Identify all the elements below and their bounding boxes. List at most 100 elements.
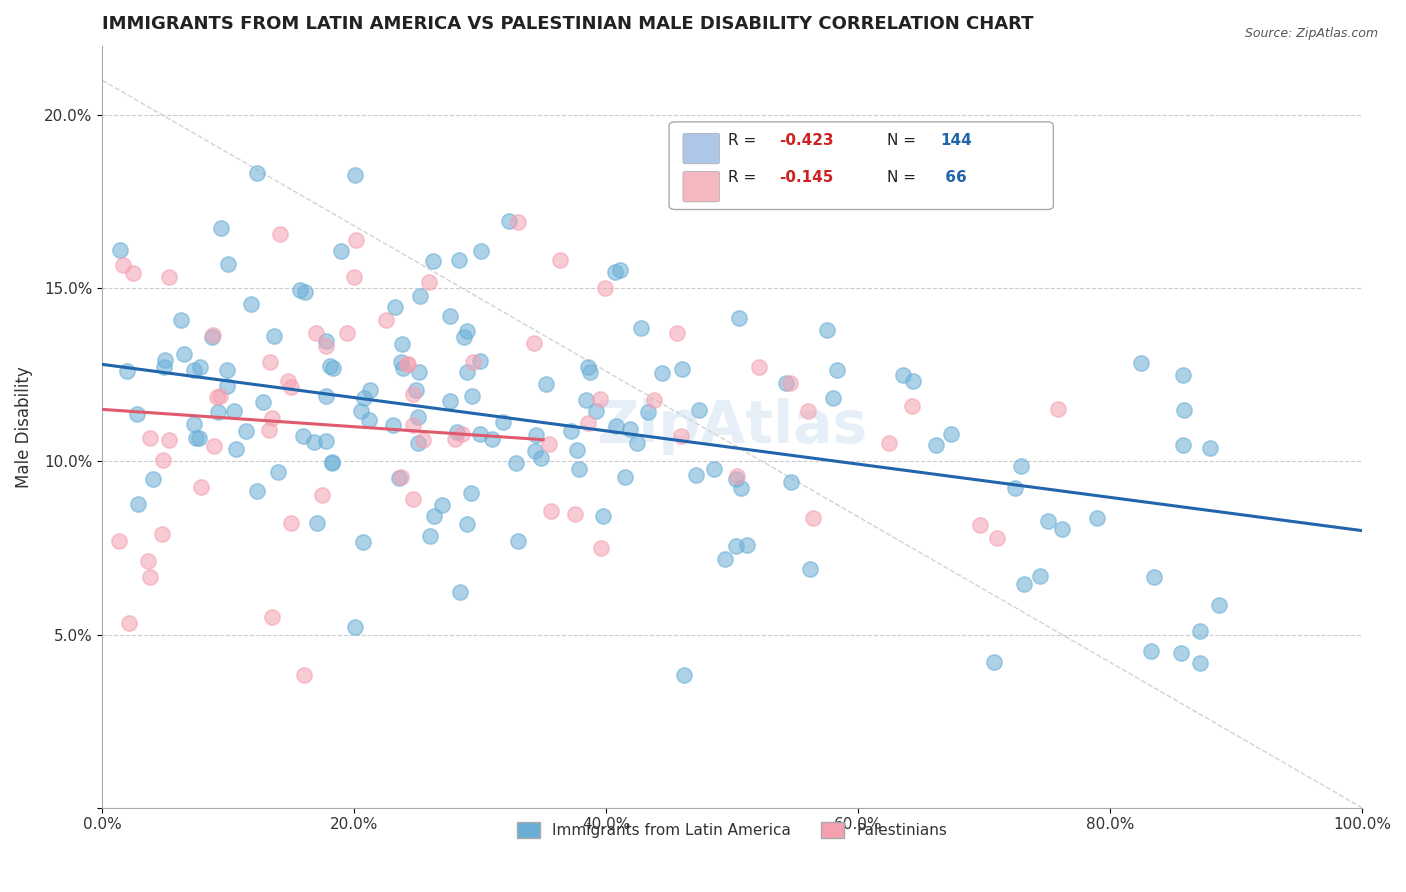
Point bbox=[603, 265, 626, 279]
Point bbox=[651, 366, 673, 380]
Point bbox=[506, 215, 529, 229]
Point bbox=[576, 359, 599, 374]
Point bbox=[225, 442, 247, 457]
Point bbox=[728, 311, 751, 326]
Point bbox=[343, 168, 366, 182]
Point bbox=[671, 429, 693, 443]
Point bbox=[321, 455, 343, 469]
Point bbox=[330, 244, 353, 259]
Point bbox=[983, 655, 1005, 669]
Point bbox=[560, 424, 582, 438]
FancyBboxPatch shape bbox=[683, 133, 720, 164]
Point bbox=[821, 391, 844, 405]
Point bbox=[391, 336, 413, 351]
Point bbox=[430, 499, 453, 513]
Point bbox=[748, 360, 770, 375]
Point bbox=[799, 562, 821, 576]
FancyBboxPatch shape bbox=[683, 171, 720, 202]
Point bbox=[353, 391, 375, 405]
Point bbox=[389, 355, 412, 369]
Point bbox=[1189, 624, 1212, 639]
Point bbox=[319, 359, 342, 373]
Point bbox=[153, 360, 176, 375]
Point bbox=[321, 456, 343, 470]
Point bbox=[492, 415, 515, 429]
Point bbox=[443, 432, 465, 446]
Point bbox=[207, 390, 229, 404]
Point bbox=[408, 365, 430, 379]
Point bbox=[408, 409, 430, 424]
Point bbox=[1012, 576, 1035, 591]
Point bbox=[405, 383, 427, 397]
Point bbox=[453, 330, 475, 344]
Point bbox=[613, 470, 636, 484]
Point bbox=[703, 461, 725, 475]
Point bbox=[222, 404, 245, 418]
Point bbox=[384, 301, 406, 315]
Point bbox=[235, 424, 257, 438]
Point bbox=[139, 570, 162, 584]
Point bbox=[409, 289, 432, 303]
Point bbox=[461, 389, 484, 403]
Point bbox=[392, 361, 415, 376]
Point bbox=[315, 334, 337, 349]
Point bbox=[292, 668, 315, 682]
Point bbox=[262, 610, 284, 624]
Point bbox=[901, 399, 924, 413]
Point bbox=[209, 221, 232, 235]
Point bbox=[159, 433, 181, 447]
Point bbox=[672, 667, 695, 681]
Point bbox=[343, 269, 366, 284]
Point bbox=[388, 470, 411, 484]
Point bbox=[537, 437, 560, 451]
Point bbox=[188, 360, 211, 375]
Point bbox=[382, 418, 405, 433]
Point bbox=[637, 405, 659, 419]
Point bbox=[396, 357, 419, 371]
Point bbox=[481, 433, 503, 447]
Point bbox=[406, 436, 429, 450]
Text: -0.145: -0.145 bbox=[779, 169, 834, 185]
Point bbox=[619, 422, 641, 436]
Point bbox=[508, 534, 530, 549]
Point bbox=[779, 376, 801, 390]
Point bbox=[460, 486, 482, 500]
Point bbox=[456, 517, 478, 532]
Point bbox=[269, 227, 291, 242]
Point bbox=[1087, 510, 1109, 524]
Point bbox=[986, 531, 1008, 545]
Point bbox=[574, 392, 596, 407]
Point bbox=[201, 330, 224, 344]
Point bbox=[344, 233, 367, 247]
Point bbox=[246, 483, 269, 498]
Point bbox=[605, 419, 627, 434]
Point bbox=[1143, 570, 1166, 584]
Point bbox=[530, 451, 553, 466]
Point bbox=[239, 297, 262, 311]
Point bbox=[1199, 441, 1222, 455]
Point bbox=[576, 416, 599, 430]
Point bbox=[422, 254, 444, 268]
Point bbox=[1046, 402, 1069, 417]
Point bbox=[626, 436, 648, 450]
Point bbox=[522, 335, 544, 350]
Point bbox=[187, 431, 209, 445]
Point bbox=[1130, 357, 1153, 371]
Point bbox=[540, 503, 562, 517]
Text: N =: N = bbox=[887, 133, 921, 148]
Point bbox=[277, 374, 299, 388]
Point bbox=[259, 354, 281, 368]
Point bbox=[217, 256, 239, 270]
Point bbox=[262, 411, 284, 425]
Point bbox=[207, 405, 229, 419]
Point bbox=[112, 259, 135, 273]
Text: N =: N = bbox=[887, 169, 921, 185]
Point bbox=[671, 362, 693, 376]
Point bbox=[311, 488, 333, 502]
Point bbox=[159, 270, 181, 285]
Point bbox=[252, 394, 274, 409]
Point bbox=[901, 375, 924, 389]
Point bbox=[498, 214, 520, 228]
Point bbox=[439, 309, 461, 323]
Point bbox=[389, 470, 412, 484]
